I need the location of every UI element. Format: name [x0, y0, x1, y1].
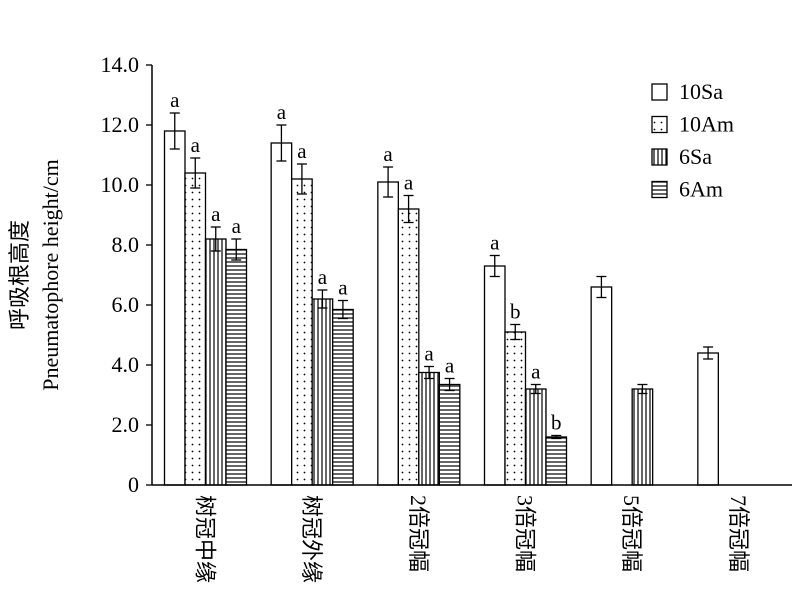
legend-label-10Sa: 10Sa — [679, 79, 723, 104]
significance-letter: a — [404, 171, 414, 195]
bar-6Sa-3 — [524, 388, 547, 486]
bar-10Am-3 — [504, 331, 527, 486]
bar-6Am-1 — [332, 308, 354, 486]
significance-letter: a — [490, 231, 500, 255]
bar-10Sa-4 — [590, 286, 613, 486]
y-tick-label: 4.0 — [112, 352, 140, 377]
y-axis-ticks: 0 2.0 4.0 6.0 8.0 10.0 12.0 14.0 — [101, 52, 152, 497]
category-label: 7倍冠幅 — [726, 495, 751, 572]
bar-6Am-0 — [225, 248, 248, 486]
bar-10Sa-5 — [697, 352, 719, 486]
legend-swatch-10Am — [651, 115, 668, 134]
significance-letter: a — [338, 276, 348, 300]
significance-letter: a — [232, 214, 242, 238]
axes — [151, 65, 792, 486]
category-label: 树冠外缘 — [299, 495, 324, 583]
bars — [163, 130, 719, 486]
bar-6Am-2 — [438, 383, 461, 486]
significance-letter: a — [191, 133, 201, 157]
bar-6Sa-2 — [418, 371, 440, 486]
bar-6Sa-1 — [311, 298, 334, 486]
bar-6Sa-4 — [631, 388, 654, 486]
significance-letter: a — [531, 360, 541, 384]
significance-letter: a — [297, 139, 307, 163]
significance-letter: a — [211, 202, 221, 226]
y-axis-title: 呼吸根高度 Pneumatophore height/cm — [7, 159, 63, 391]
y-tick-label: 0 — [128, 472, 139, 497]
bar-6Am-3 — [545, 436, 568, 486]
y-tick-label: 12.0 — [101, 112, 140, 137]
bar-10Sa-2 — [377, 181, 399, 486]
bar-10Sa-3 — [483, 265, 506, 486]
bar-10Sa-1 — [270, 142, 293, 486]
y-tick-label: 8.0 — [112, 232, 140, 257]
legend-swatch-6Am — [651, 180, 668, 199]
y-tick-label: 6.0 — [112, 292, 140, 317]
category-label: 5倍冠幅 — [619, 495, 644, 572]
y-axis-label-en: Pneumatophore height/cm — [38, 159, 63, 391]
bar-6Sa-0 — [204, 238, 227, 486]
y-axis-label-cn: 呼吸根高度 — [7, 220, 32, 330]
significance-letter: b — [551, 411, 562, 435]
significance-letter: a — [383, 142, 393, 166]
significance-letter: a — [277, 100, 287, 124]
category-labels: 树冠中缘 树冠外缘 2倍冠幅 3倍冠幅 5倍冠幅 7倍冠幅 — [193, 495, 751, 583]
legend-label-6Am: 6Am — [679, 177, 723, 202]
legend-swatch-10Sa — [651, 83, 668, 101]
significance-letter: a — [424, 342, 434, 366]
y-tick-label: 14.0 — [101, 52, 140, 77]
category-label: 2倍冠幅 — [406, 495, 431, 572]
bar-10Am-0 — [184, 172, 207, 486]
bar-10Sa-0 — [163, 130, 186, 486]
significance-letter: b — [510, 300, 521, 324]
y-tick-label: 10.0 — [101, 172, 140, 197]
y-tick-label: 2.0 — [112, 412, 140, 437]
bar-10Am-1 — [291, 178, 313, 486]
significance-letter: a — [318, 265, 328, 289]
legend-swatch-6Sa — [651, 148, 668, 166]
bar-10Am-2 — [397, 208, 420, 486]
legend-label-10Am: 10Am — [679, 112, 734, 137]
significance-letter: a — [445, 354, 455, 378]
legend-label-6Sa: 6Sa — [679, 144, 712, 169]
category-label: 3倍冠幅 — [513, 495, 538, 572]
legend: 10Sa 10Am 6Sa 6Am — [651, 79, 734, 202]
error-bars — [169, 112, 714, 440]
category-label: 树冠中缘 — [193, 495, 218, 583]
significance-letter: a — [170, 88, 180, 112]
